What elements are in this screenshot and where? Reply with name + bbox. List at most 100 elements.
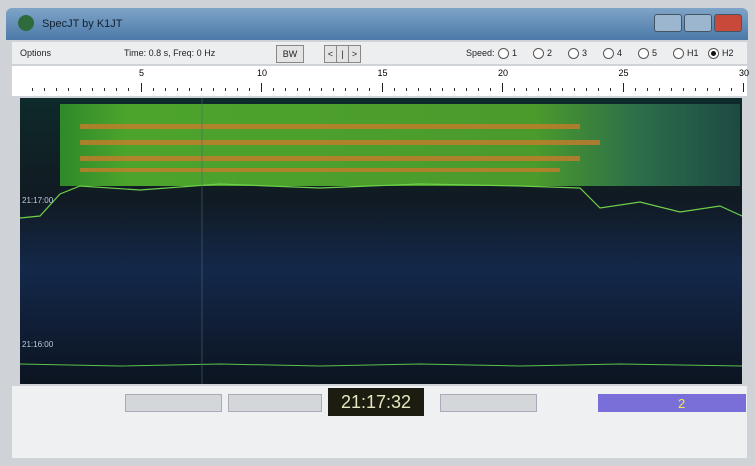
speed-option-label: H1 xyxy=(687,48,699,58)
ruler-tick-label: 25 xyxy=(617,68,631,78)
speed-radio[interactable] xyxy=(568,48,579,59)
ruler-minor-tick xyxy=(345,88,346,91)
ruler-minor-tick xyxy=(707,88,708,91)
ruler-minor-tick xyxy=(80,88,81,91)
app-icon xyxy=(18,15,34,31)
ruler-minor-tick xyxy=(490,88,491,91)
speed-option-label: H2 xyxy=(722,48,734,58)
ruler-minor-tick xyxy=(695,88,696,91)
ruler-minor-tick xyxy=(454,88,455,91)
offset-slider[interactable] xyxy=(440,394,537,412)
ruler-tick-label: 15 xyxy=(376,68,390,78)
ruler-minor-tick xyxy=(394,88,395,91)
speed-option-label: 5 xyxy=(652,48,657,58)
ruler-minor-tick xyxy=(610,88,611,91)
speed-option-label: 4 xyxy=(617,48,622,58)
spectrogram xyxy=(20,98,742,384)
clock: 21:17:32 xyxy=(328,388,424,416)
time-label: 21:17:00 xyxy=(22,196,53,205)
ruler-tick xyxy=(382,83,383,92)
speed-radio[interactable] xyxy=(638,48,649,59)
speed-radio[interactable] xyxy=(673,48,684,59)
ruler-minor-tick xyxy=(683,88,684,91)
ruler-minor-tick xyxy=(418,88,419,91)
ruler-minor-tick xyxy=(249,88,250,91)
ruler-minor-tick xyxy=(406,88,407,91)
ruler-minor-tick xyxy=(719,88,720,91)
time-label: 21:16:00 xyxy=(22,340,53,349)
ruler-tick xyxy=(502,83,503,92)
ruler-minor-tick xyxy=(32,88,33,91)
ruler-minor-tick xyxy=(44,88,45,91)
options-menu[interactable]: Options xyxy=(20,48,51,58)
ruler-minor-tick xyxy=(297,88,298,91)
ruler-minor-tick xyxy=(466,88,467,91)
ruler-minor-tick xyxy=(285,88,286,91)
ruler-tick xyxy=(261,83,262,92)
minimize-button[interactable] xyxy=(654,14,682,32)
ruler-minor-tick xyxy=(128,88,129,91)
speed-option-label: 2 xyxy=(547,48,552,58)
ruler-minor-tick xyxy=(442,88,443,91)
toolbar: Options Time: 0.8 s, Freq: 0 Hz BW Speed… xyxy=(12,42,747,64)
ruler-minor-tick xyxy=(333,88,334,91)
speed-radio[interactable] xyxy=(533,48,544,59)
ruler-minor-tick xyxy=(598,88,599,91)
ruler-minor-tick xyxy=(574,88,575,91)
ruler-minor-tick xyxy=(430,88,431,91)
level-slider[interactable] xyxy=(125,394,222,412)
ruler-minor-tick xyxy=(56,88,57,91)
close-button[interactable] xyxy=(714,14,742,32)
speed-radio[interactable] xyxy=(603,48,614,59)
ruler-minor-tick xyxy=(225,88,226,91)
speed-radio[interactable] xyxy=(708,48,719,59)
ruler-tick-label: 5 xyxy=(135,68,149,78)
window-title: SpecJT by K1JT xyxy=(42,18,123,30)
ruler-minor-tick xyxy=(201,88,202,91)
ruler-minor-tick xyxy=(92,88,93,91)
ruler-minor-tick xyxy=(273,88,274,91)
ruler-minor-tick xyxy=(104,88,105,91)
ruler-minor-tick xyxy=(731,88,732,91)
speed-option-label: 1 xyxy=(512,48,517,58)
speed-radio[interactable] xyxy=(498,48,509,59)
ruler-minor-tick xyxy=(213,88,214,91)
status-text: Time: 0.8 s, Freq: 0 Hz xyxy=(124,48,215,58)
frequency-ruler: 51015202530 xyxy=(12,66,747,96)
ruler-minor-tick xyxy=(68,88,69,91)
ruler-tick-label: 30 xyxy=(737,68,751,78)
ruler-minor-tick xyxy=(357,88,358,91)
indicator-text: 2 xyxy=(678,396,685,411)
speed-option-label: 3 xyxy=(582,48,587,58)
ruler-tick-label: 20 xyxy=(496,68,510,78)
gain-slider[interactable] xyxy=(228,394,322,412)
ruler-minor-tick xyxy=(586,88,587,91)
ruler-minor-tick xyxy=(116,88,117,91)
ruler-minor-tick xyxy=(153,88,154,91)
ruler-minor-tick xyxy=(526,88,527,91)
ruler-minor-tick xyxy=(514,88,515,91)
ruler-minor-tick xyxy=(321,88,322,91)
ruler-minor-tick xyxy=(177,88,178,91)
indicator-box xyxy=(598,394,746,412)
ruler-tick xyxy=(141,83,142,92)
ruler-minor-tick xyxy=(550,88,551,91)
app-window: SpecJT by K1JT Options Time: 0.8 s, Freq… xyxy=(0,0,755,466)
ruler-minor-tick xyxy=(671,88,672,91)
ruler-minor-tick xyxy=(538,88,539,91)
ruler-minor-tick xyxy=(369,88,370,91)
ruler-minor-tick xyxy=(165,88,166,91)
ruler-tick xyxy=(743,83,744,92)
maximize-button[interactable] xyxy=(684,14,712,32)
ruler-minor-tick xyxy=(478,88,479,91)
speed-label: Speed: xyxy=(466,48,495,58)
ruler-tick-label: 10 xyxy=(255,68,269,78)
ruler-minor-tick xyxy=(562,88,563,91)
bw-button[interactable]: BW xyxy=(276,45,304,63)
ruler-minor-tick xyxy=(659,88,660,91)
ruler-minor-tick xyxy=(647,88,648,91)
ruler-minor-tick xyxy=(237,88,238,91)
ruler-minor-tick xyxy=(635,88,636,91)
nav-button[interactable]: > xyxy=(348,45,361,63)
ruler-tick xyxy=(623,83,624,92)
